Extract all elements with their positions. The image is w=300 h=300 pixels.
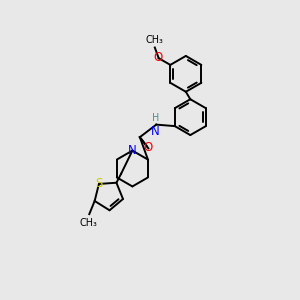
Text: N: N: [128, 144, 137, 157]
Text: H: H: [152, 113, 159, 123]
Text: CH₃: CH₃: [80, 218, 98, 228]
Text: N: N: [151, 125, 160, 138]
Text: O: O: [154, 51, 163, 64]
Text: S: S: [95, 178, 103, 190]
Text: CH₃: CH₃: [146, 34, 164, 44]
Text: O: O: [143, 141, 153, 154]
